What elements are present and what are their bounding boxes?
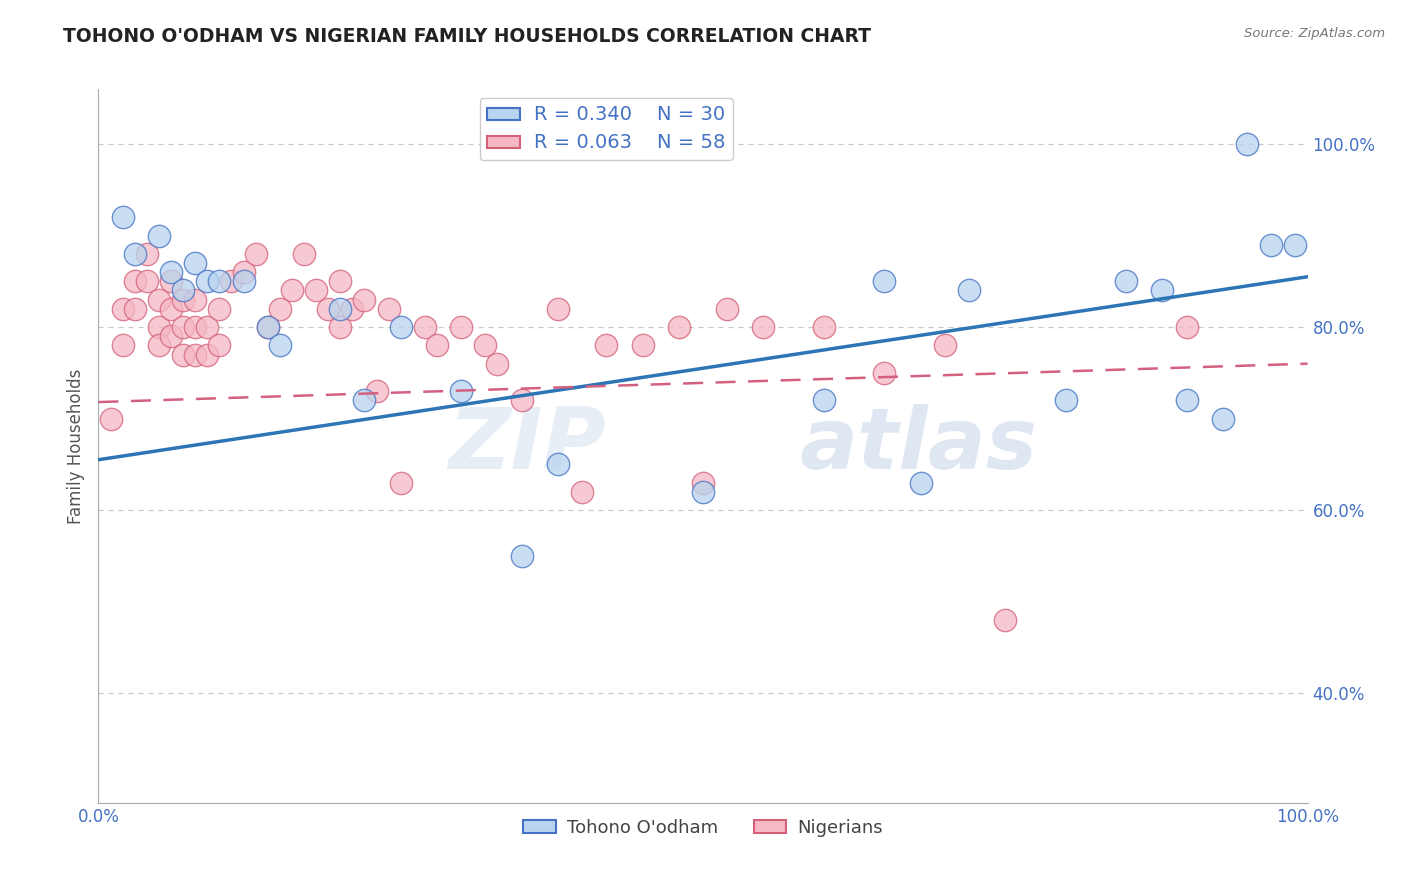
Point: [366, 384, 388, 398]
Point: [486, 357, 509, 371]
Point: [316, 301, 339, 316]
Point: [184, 293, 207, 307]
Point: [450, 384, 472, 398]
Point: [124, 301, 146, 316]
Point: [148, 320, 170, 334]
Point: [377, 301, 399, 316]
Point: [160, 329, 183, 343]
Point: [184, 320, 207, 334]
Point: [353, 293, 375, 307]
Point: [752, 320, 775, 334]
Text: TOHONO O'ODHAM VS NIGERIAN FAMILY HOUSEHOLDS CORRELATION CHART: TOHONO O'ODHAM VS NIGERIAN FAMILY HOUSEH…: [63, 27, 872, 45]
Point: [148, 338, 170, 352]
Point: [595, 338, 617, 352]
Point: [172, 320, 194, 334]
Point: [342, 301, 364, 316]
Text: Source: ZipAtlas.com: Source: ZipAtlas.com: [1244, 27, 1385, 40]
Point: [910, 475, 932, 490]
Point: [281, 284, 304, 298]
Point: [111, 338, 134, 352]
Point: [510, 393, 533, 408]
Point: [474, 338, 496, 352]
Point: [172, 347, 194, 361]
Point: [208, 338, 231, 352]
Point: [994, 613, 1017, 627]
Point: [148, 228, 170, 243]
Point: [873, 366, 896, 380]
Point: [135, 247, 157, 261]
Point: [195, 320, 218, 334]
Point: [1260, 237, 1282, 252]
Point: [232, 265, 254, 279]
Point: [184, 256, 207, 270]
Point: [1152, 284, 1174, 298]
Legend: Tohono O'odham, Nigerians: Tohono O'odham, Nigerians: [516, 812, 890, 844]
Point: [547, 301, 569, 316]
Point: [957, 284, 980, 298]
Point: [305, 284, 328, 298]
Point: [1175, 393, 1198, 408]
Point: [329, 301, 352, 316]
Point: [813, 320, 835, 334]
Point: [571, 484, 593, 499]
Point: [510, 549, 533, 563]
Point: [934, 338, 956, 352]
Point: [148, 293, 170, 307]
Point: [100, 411, 122, 425]
Point: [692, 475, 714, 490]
Text: atlas: atlas: [800, 404, 1038, 488]
Point: [668, 320, 690, 334]
Point: [160, 301, 183, 316]
Point: [1175, 320, 1198, 334]
Text: ZIP: ZIP: [449, 404, 606, 488]
Point: [245, 247, 267, 261]
Point: [631, 338, 654, 352]
Point: [292, 247, 315, 261]
Point: [160, 274, 183, 288]
Point: [450, 320, 472, 334]
Point: [389, 320, 412, 334]
Point: [1212, 411, 1234, 425]
Point: [353, 393, 375, 408]
Point: [184, 347, 207, 361]
Point: [111, 301, 134, 316]
Point: [172, 284, 194, 298]
Point: [873, 274, 896, 288]
Point: [1284, 237, 1306, 252]
Point: [195, 347, 218, 361]
Point: [124, 247, 146, 261]
Point: [172, 293, 194, 307]
Point: [1115, 274, 1137, 288]
Point: [195, 274, 218, 288]
Point: [329, 274, 352, 288]
Point: [135, 274, 157, 288]
Point: [232, 274, 254, 288]
Point: [256, 320, 278, 334]
Point: [124, 274, 146, 288]
Point: [221, 274, 243, 288]
Point: [716, 301, 738, 316]
Point: [389, 475, 412, 490]
Point: [329, 320, 352, 334]
Point: [256, 320, 278, 334]
Point: [426, 338, 449, 352]
Point: [208, 301, 231, 316]
Point: [1236, 137, 1258, 152]
Point: [160, 265, 183, 279]
Point: [111, 211, 134, 225]
Y-axis label: Family Households: Family Households: [66, 368, 84, 524]
Point: [1054, 393, 1077, 408]
Point: [413, 320, 436, 334]
Point: [269, 338, 291, 352]
Point: [208, 274, 231, 288]
Point: [692, 484, 714, 499]
Point: [269, 301, 291, 316]
Point: [813, 393, 835, 408]
Point: [547, 458, 569, 472]
